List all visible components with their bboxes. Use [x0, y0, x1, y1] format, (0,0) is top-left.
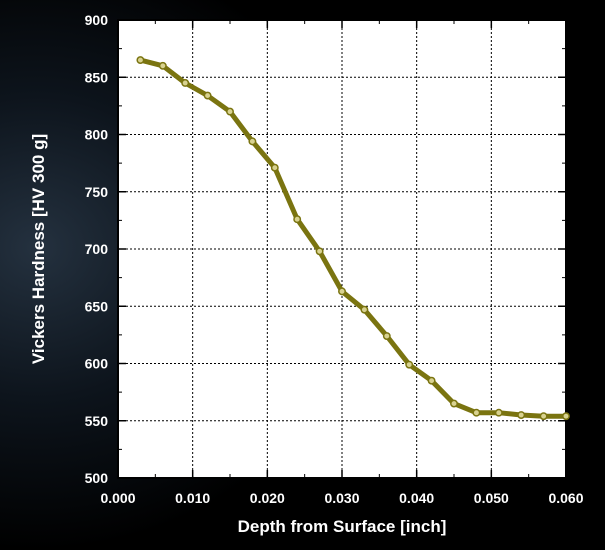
y-tick-label: 800 — [85, 127, 109, 143]
data-point — [315, 247, 324, 256]
y-tick-label: 700 — [85, 241, 109, 257]
data-point — [203, 91, 212, 100]
y-axis-label: Vickers Hardness [HV 300 g] — [29, 134, 48, 364]
y-tick-label: 900 — [85, 12, 109, 28]
data-point — [405, 360, 414, 369]
data-point — [539, 412, 548, 421]
y-tick-label: 850 — [85, 69, 109, 85]
data-point — [338, 287, 346, 296]
data-point — [293, 215, 302, 224]
data-point — [494, 408, 503, 417]
data-point — [450, 399, 458, 408]
data-point — [226, 107, 234, 116]
axis-ticks — [117, 19, 567, 479]
y-tick-label: 750 — [85, 184, 109, 200]
data-point — [562, 412, 570, 421]
x-tick-label: 0.020 — [250, 490, 285, 506]
y-tick-label: 650 — [85, 298, 109, 314]
data-point — [270, 163, 279, 172]
grid-lines — [118, 20, 566, 478]
x-tick-label: 0.040 — [399, 490, 434, 506]
x-axis-label: Depth from Surface [inch] — [238, 517, 447, 536]
y-tick-label: 550 — [85, 413, 109, 429]
data-point — [181, 79, 190, 87]
data-point — [136, 56, 145, 65]
x-tick-label: 0.010 — [175, 490, 210, 506]
x-tick-label: 0.060 — [548, 490, 583, 506]
x-tick-label: 0.030 — [324, 490, 359, 506]
data-point — [382, 332, 391, 340]
x-tick-label: 0.000 — [100, 490, 135, 506]
data-point — [517, 411, 526, 419]
data-point — [472, 408, 481, 417]
series-layer — [136, 56, 570, 421]
x-tick-labels: 0.000 0.010 0.020 0.030 0.040 0.050 0.060 — [100, 490, 583, 506]
y-tick-label: 600 — [85, 356, 109, 372]
data-point — [248, 137, 257, 146]
x-tick-label: 0.050 — [474, 490, 509, 506]
data-point — [360, 305, 369, 314]
data-point — [427, 376, 436, 385]
y-tick-label: 500 — [85, 470, 109, 486]
data-point — [158, 61, 167, 70]
y-tick-labels: 500 550 600 650 700 750 800 850 900 — [85, 12, 109, 486]
